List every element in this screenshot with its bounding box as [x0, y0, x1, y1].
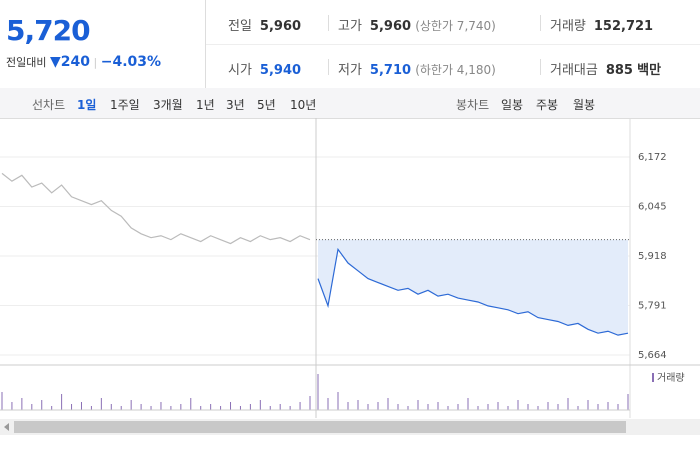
candle-tab[interactable]: 주봉 [536, 98, 559, 112]
scrollbar-thumb [14, 421, 626, 433]
period-tab[interactable]: 10년 [290, 98, 317, 112]
summary-label: 전일 [228, 19, 252, 34]
y-tick-label: 5,791 [638, 301, 667, 312]
summary-cell: 저가 5,710 (하한가 4,180) [338, 59, 496, 78]
summary-note: (상한가 7,740) [415, 19, 496, 33]
quote: 5,720 전일대비 ▼240 | −4.03% [0, 0, 206, 88]
summary-label: 시가 [228, 63, 252, 78]
candle-tab[interactable]: 월봉 [573, 98, 596, 112]
y-tick-label: 6,045 [638, 202, 667, 213]
scroll-arrow [4, 423, 9, 431]
summary-cell: 고가 5,960 (상한가 7,740) [338, 15, 496, 34]
price-line [317, 247, 629, 336]
header: 5,720 전일대비 ▼240 | −4.03% 전일 5,960 고가 5,960 … [0, 0, 700, 89]
summary-value: 885 [605, 63, 633, 78]
summary-value: 5,710 [369, 63, 412, 78]
summary-unit: 백만 [637, 63, 662, 78]
summary-label: 저가 [338, 63, 362, 78]
change-value: ▼240 [49, 54, 90, 70]
change: 전일대비 ▼240 | −4.03% [6, 54, 162, 70]
tab-bar: 선차트 1일 1주일 3개월 1년 3년 5년 10년 봉차트 일봉 주봉 월봉 [0, 88, 700, 119]
change-pct: −4.03% [100, 54, 162, 70]
summary-value: 152,721 [593, 19, 654, 34]
area [318, 239, 628, 336]
period-tab[interactable]: 1년 [196, 98, 215, 112]
y-tick-label: 5,918 [638, 251, 667, 262]
summary-value: 5,960 [259, 19, 302, 34]
summary-label: 고가 [338, 19, 362, 34]
change-label: 전일대비 [6, 56, 47, 69]
period-tab[interactable]: 3개월 [153, 98, 183, 112]
period-tab[interactable]: 1일 [77, 98, 97, 112]
summary-value: 5,940 [259, 63, 302, 78]
y-tick-label: 6,172 [638, 152, 667, 163]
tab-group-label: 봉차트 [456, 98, 490, 112]
summary-value: 5,960 [369, 19, 412, 34]
summary-label: 거래대금 [550, 63, 598, 78]
summary-label: 거래량 [550, 19, 586, 34]
change-amount: 240 [60, 54, 90, 70]
summary-cell: 거래량 152,721 [550, 15, 653, 34]
period-tab[interactable]: 5년 [257, 98, 276, 112]
period-tab[interactable]: 1주일 [110, 98, 140, 112]
summary-cell: 거래대금 885 백만 [550, 59, 661, 78]
summary-cell: 시가 5,940 [228, 59, 301, 78]
volume-legend: 거래량 [657, 372, 685, 384]
chart: 6,172 6,045 5,918 5,791 5,664 거래량 [0, 118, 700, 435]
volume-legend-swatch [652, 373, 654, 382]
candle-tab[interactable]: 일봉 [501, 98, 524, 112]
summary-note: (하한가 4,180) [415, 63, 496, 77]
y-tick-label: 5,664 [638, 350, 667, 361]
price-line [1, 172, 311, 245]
summary-cell: 전일 5,960 [228, 15, 301, 34]
price: 5,720 [6, 14, 91, 47]
period-tab[interactable]: 3년 [226, 98, 245, 112]
tab-group-label: 선차트 [32, 98, 66, 112]
